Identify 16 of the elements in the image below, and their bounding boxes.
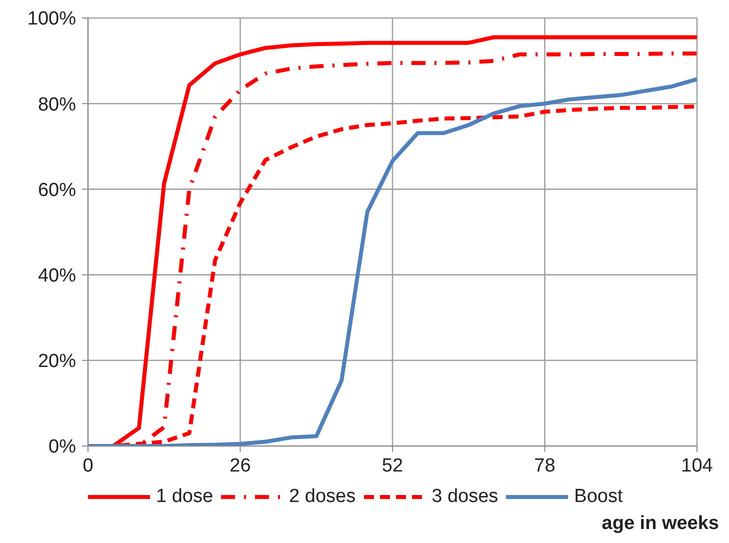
y-tick-label: 0% [48, 436, 76, 458]
y-tick-label: 40% [38, 266, 76, 287]
y-tick-label: 80% [38, 94, 76, 116]
y-tick-label: 20% [38, 351, 76, 372]
x-tick-label: 104 [681, 455, 714, 476]
x-tick-label: 26 [230, 455, 251, 476]
y-tick-label: 100% [27, 8, 76, 30]
legend-label: 3 doses [432, 486, 498, 508]
x-tick-label: 0 [82, 455, 94, 476]
x-tick-label: 78 [534, 455, 556, 476]
legend-label: Boost [574, 486, 623, 508]
legend-label: 2 doses [289, 486, 356, 508]
y-tick-label: 60% [38, 180, 76, 201]
legend-label: 1 dose [156, 486, 214, 508]
x-axis-title: age in weeks [602, 513, 719, 535]
x-tick-label: 52 [382, 455, 404, 476]
